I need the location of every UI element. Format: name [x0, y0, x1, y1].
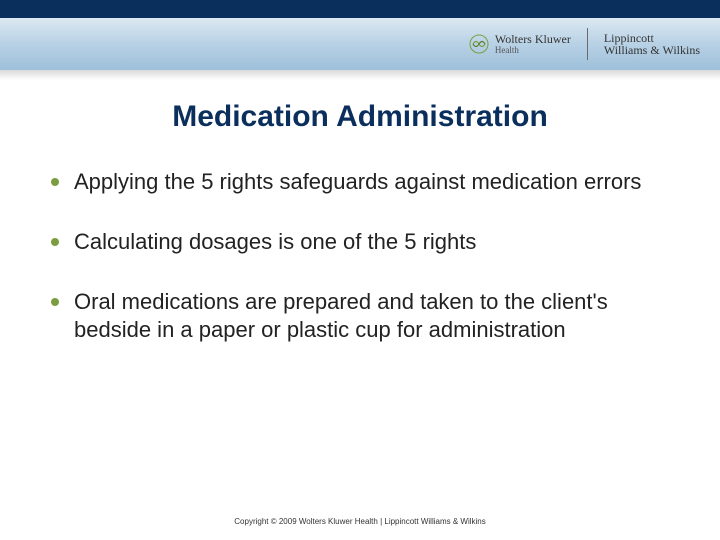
header-gradient-bar: Wolters Kluwer Health Lippincott William… [0, 18, 720, 70]
wk-mark-icon [469, 34, 489, 54]
lww-line-2: Williams & Wilkins [604, 44, 700, 56]
header-shadow [0, 70, 720, 80]
bullet-item: Applying the 5 rights safeguards against… [48, 168, 672, 196]
wolters-kluwer-logo: Wolters Kluwer Health [469, 33, 571, 55]
header-top-stripe [0, 0, 720, 18]
copyright-footer: Copyright © 2009 Wolters Kluwer Health |… [0, 517, 720, 526]
wk-text-block: Wolters Kluwer Health [495, 33, 571, 55]
wk-brand-sub: Health [495, 46, 571, 55]
bullet-list: Applying the 5 rights safeguards against… [48, 168, 672, 345]
slide-title: Medication Administration [48, 100, 672, 134]
slide-content: Medication Administration Applying the 5… [0, 70, 720, 345]
wk-brand-name: Wolters Kluwer [495, 33, 571, 45]
lippincott-logo: Lippincott Williams & Wilkins [604, 32, 700, 56]
logo-divider [587, 28, 588, 60]
bullet-item: Calculating dosages is one of the 5 righ… [48, 228, 672, 256]
slide-header: Wolters Kluwer Health Lippincott William… [0, 0, 720, 70]
logo-group: Wolters Kluwer Health Lippincott William… [469, 28, 700, 60]
bullet-item: Oral medications are prepared and taken … [48, 288, 672, 344]
